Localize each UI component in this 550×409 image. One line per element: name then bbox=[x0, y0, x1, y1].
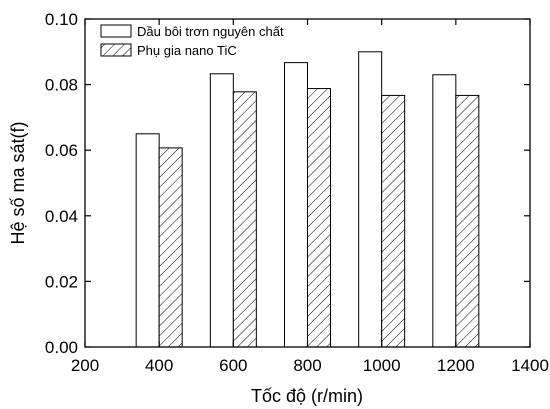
ticks-group: 200 400 600 800 1000 1200 1400 0.00 0.02 0.04 0.06… bbox=[45, 10, 549, 375]
bar-hatched-800 bbox=[307, 88, 331, 348]
y-tick-label-0.02: 0.02 bbox=[45, 272, 78, 291]
x-tick-label-400: 400 bbox=[145, 356, 173, 375]
x-axis-title: Tốc độ (r/min) bbox=[251, 386, 363, 406]
legend-swatch-plain bbox=[100, 24, 132, 38]
bar-plain-1000 bbox=[358, 51, 383, 348]
bar-hatched-1000 bbox=[381, 94, 406, 348]
legend-label-hatched: Phụ gia nano TiC bbox=[137, 43, 237, 58]
bar-plain-400 bbox=[135, 133, 160, 348]
plot-frame bbox=[84, 18, 531, 348]
x-tick-label-1400: 1400 bbox=[511, 356, 549, 375]
x-tick-label-800: 800 bbox=[293, 356, 321, 375]
x-tick-label-1000: 1000 bbox=[363, 356, 401, 375]
bars-group bbox=[135, 51, 480, 348]
y-tick-label-0.10: 0.10 bbox=[45, 10, 78, 29]
y-tick-label-0.04: 0.04 bbox=[45, 207, 78, 226]
y-axis-title: Hệ số ma sát(f) bbox=[8, 121, 28, 244]
x-tick-label-1200: 1200 bbox=[437, 356, 475, 375]
legend-label-plain: Dầu bôi trơn nguyên chất bbox=[137, 24, 284, 39]
x-tick-label-600: 600 bbox=[219, 356, 247, 375]
bar-hatched-600 bbox=[232, 91, 257, 348]
bar-plain-800 bbox=[284, 62, 308, 348]
bar-plain-600 bbox=[209, 73, 234, 348]
bar-plain-1200 bbox=[432, 74, 457, 348]
y-tick-label-0.08: 0.08 bbox=[45, 76, 78, 95]
bar-hatched-1200 bbox=[455, 94, 480, 348]
y-tick-label-0.06: 0.06 bbox=[45, 141, 78, 160]
x-tick-label-200: 200 bbox=[71, 356, 99, 375]
y-tick-label-0.00: 0.00 bbox=[45, 338, 78, 357]
bar-hatched-400 bbox=[158, 147, 183, 348]
legend: Dầu bôi trơn nguyên chất Phụ gia nano Ti… bbox=[100, 24, 284, 58]
legend-swatch-hatched bbox=[100, 43, 132, 57]
